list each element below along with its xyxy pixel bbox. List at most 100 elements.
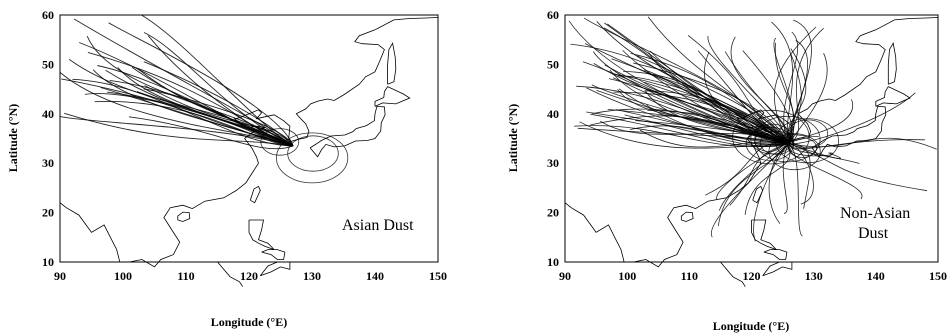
trajectory-loop xyxy=(745,126,795,161)
x-tick-label: 130 xyxy=(303,269,321,283)
trajectory-line xyxy=(788,92,916,145)
x-tick-label: 140 xyxy=(867,269,885,283)
coastline-island xyxy=(374,86,411,107)
panel-label-line-1: Non-Asian xyxy=(840,205,910,222)
trajectory-line xyxy=(782,143,790,214)
x-tick-label: 150 xyxy=(929,269,947,283)
trajectory-line xyxy=(697,50,789,144)
trajectory-loop xyxy=(788,137,817,158)
trajectory-loop xyxy=(287,135,339,172)
trajectory-line xyxy=(144,85,294,147)
trajectory-line xyxy=(742,50,794,144)
coastline-island xyxy=(249,185,261,204)
y-ticks: 10 20 30 40 50 60 xyxy=(547,8,559,269)
coastline-island xyxy=(887,42,897,85)
y-tick-label: 50 xyxy=(42,57,54,71)
x-tick-label: 110 xyxy=(681,269,698,283)
map-panel-non-asian-dust: 90 100 110 120 130 140 150 10 20 30 40 50 60 Longit… xyxy=(506,8,947,333)
trajectory-line xyxy=(579,121,789,149)
trajectory-line xyxy=(718,143,790,211)
coastline-island xyxy=(177,211,191,222)
x-tick-label: 110 xyxy=(177,269,194,283)
x-tick-label: 100 xyxy=(618,269,636,283)
coastline-borneo xyxy=(720,261,746,287)
trajectories xyxy=(59,14,349,184)
coastline-island xyxy=(309,105,386,158)
trajectory-line xyxy=(788,143,928,192)
trajectory-line xyxy=(108,22,294,147)
trajectory-line xyxy=(64,112,294,147)
y-tick-label: 20 xyxy=(547,206,559,220)
y-tick-label: 20 xyxy=(42,206,54,220)
x-tick-label: 120 xyxy=(240,269,258,283)
coastline-island xyxy=(261,249,286,260)
y-tick-label: 60 xyxy=(42,8,54,22)
x-tick-label: 120 xyxy=(743,269,761,283)
trajectory-loop xyxy=(275,132,349,184)
trajectory-line xyxy=(788,137,937,150)
coastline-borneo xyxy=(217,261,244,287)
trajectory-line xyxy=(143,88,294,147)
x-tick-label: 140 xyxy=(366,269,384,283)
trajectory-line xyxy=(607,109,789,144)
trajectory-line xyxy=(583,17,790,144)
coastline-island xyxy=(259,261,291,277)
trajectory-line xyxy=(143,61,294,147)
trajectory-line xyxy=(128,116,294,150)
trajectory-line xyxy=(94,101,294,147)
coastline-island xyxy=(875,86,911,107)
trajectory-loop xyxy=(260,128,300,156)
trajectory-line xyxy=(586,87,789,144)
panel-label-line-2: Dust xyxy=(858,225,889,242)
y-tick-label: 40 xyxy=(547,107,559,121)
trajectory-line xyxy=(582,61,789,144)
y-tick-label: 30 xyxy=(547,156,559,170)
y-tick-label: 10 xyxy=(42,255,54,269)
x-axis-title: Longitude (°E) xyxy=(713,319,789,333)
x-tick-label: 130 xyxy=(805,269,823,283)
trajectory-line xyxy=(707,35,790,144)
trajectory-line xyxy=(604,64,790,144)
y-tick-label: 40 xyxy=(42,107,54,121)
trajectory-line xyxy=(788,27,824,144)
coastline-island xyxy=(387,42,397,85)
y-ticks: 10 20 30 40 50 60 xyxy=(42,8,54,269)
y-tick-label: 10 xyxy=(547,255,559,269)
coastline-island xyxy=(752,185,764,204)
y-tick-label: 30 xyxy=(42,156,54,170)
x-ticks: 90 100 110 120 130 140 150 xyxy=(559,269,947,283)
trajectory-line xyxy=(604,22,789,144)
y-tick-label: 60 xyxy=(547,8,559,22)
trajectory-line xyxy=(753,143,790,242)
trajectory-line xyxy=(788,19,812,144)
coastline-island xyxy=(680,211,694,222)
trajectory-line xyxy=(788,40,808,144)
y-axis-title: Latitude (°N) xyxy=(6,104,20,172)
y-axis-title: Latitude (°N) xyxy=(506,104,520,172)
panel-label: Asian Dust xyxy=(342,217,414,234)
trajectory-line xyxy=(717,143,790,227)
coastline-island xyxy=(762,261,793,277)
trajectory-loop xyxy=(750,123,794,155)
trajectories xyxy=(568,16,937,242)
trajectory-line xyxy=(143,32,294,147)
map-panel-asian-dust: 90 100 110 120 130 140 150 10 20 30 40 50 60 Longit… xyxy=(6,8,447,329)
x-tick-label: 90 xyxy=(54,269,66,283)
trajectory-line xyxy=(590,113,789,148)
x-tick-label: 150 xyxy=(429,269,447,283)
trajectory-line xyxy=(773,37,795,144)
x-tick-label: 100 xyxy=(114,269,132,283)
coastline-island xyxy=(811,105,887,158)
x-ticks: 90 100 110 120 130 140 150 xyxy=(54,269,447,283)
trajectory-line xyxy=(100,87,294,147)
trajectory-line xyxy=(788,139,926,150)
trajectory-line xyxy=(97,65,294,147)
trajectory-loop xyxy=(787,119,829,148)
trajectory-line xyxy=(79,42,294,147)
y-tick-label: 50 xyxy=(547,57,559,71)
trajectory-line xyxy=(644,90,789,144)
trajectory-line xyxy=(783,31,798,144)
trajectory-line xyxy=(73,18,294,147)
trajectory-loop xyxy=(754,130,784,152)
